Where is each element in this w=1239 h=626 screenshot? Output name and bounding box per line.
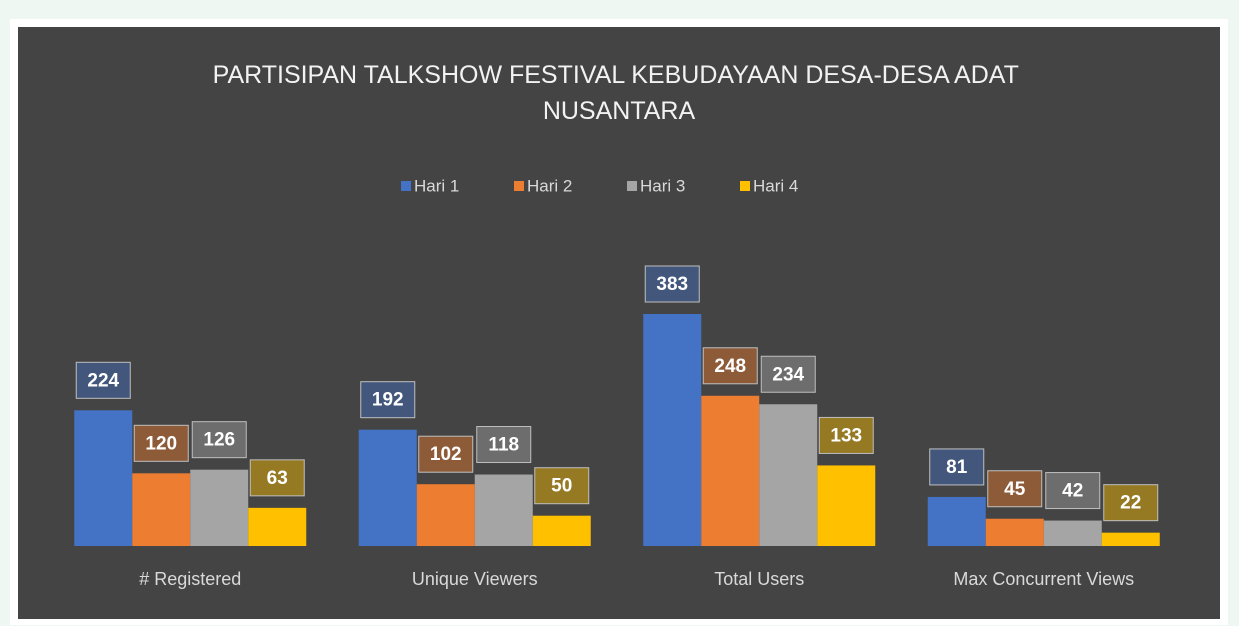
data-label-box [929, 448, 985, 486]
data-label: 224 [87, 370, 119, 391]
data-label-box [418, 435, 474, 473]
data-label-box [760, 355, 816, 393]
data-label-box [133, 424, 189, 462]
data-label: 383 [656, 274, 688, 295]
data-label: 63 [267, 468, 288, 489]
x-tick-label: # Registered [139, 569, 241, 589]
data-label: 120 [145, 433, 177, 454]
x-tick-label: Total Users [714, 569, 804, 589]
data-label: 81 [946, 457, 968, 478]
data-label: 133 [830, 425, 862, 446]
legend-swatch [401, 181, 411, 191]
bar [701, 395, 760, 546]
bar [74, 410, 133, 546]
bar [248, 507, 307, 546]
chart-title: PARTISIPAN TALKSHOW FESTIVAL KEBUDAYAAN … [213, 61, 1026, 125]
bar [358, 429, 417, 546]
data-label: 50 [551, 476, 572, 497]
data-label: 102 [430, 444, 462, 465]
bar [474, 474, 533, 546]
bar [190, 469, 249, 546]
legend-swatch [627, 181, 637, 191]
bar [927, 496, 986, 546]
data-label-box [191, 421, 247, 459]
data-label-box [360, 381, 416, 419]
data-label: 45 [1004, 479, 1026, 500]
data-label-box [987, 470, 1043, 508]
data-label-box [249, 459, 305, 497]
legend-label: Hari 1 [414, 176, 459, 195]
data-label-box [1103, 484, 1159, 522]
data-label: 118 [488, 435, 519, 456]
data-label: 22 [1120, 493, 1141, 514]
bar [985, 518, 1044, 546]
legend-swatch [514, 181, 524, 191]
bar [532, 515, 591, 546]
data-label-box [534, 467, 590, 505]
data-label: 42 [1062, 481, 1083, 502]
legend-label: Hari 4 [753, 176, 798, 195]
x-tick-label: Unique Viewers [412, 569, 538, 589]
bar [643, 314, 702, 546]
data-label-box [702, 347, 758, 385]
x-tick-label: Max Concurrent Views [953, 569, 1134, 589]
legend-label: Hari 2 [527, 176, 572, 195]
data-label-box [75, 361, 131, 399]
bar [132, 473, 191, 546]
bar [1043, 520, 1102, 546]
bar [817, 465, 876, 546]
data-label-box [644, 265, 700, 303]
bar [416, 484, 475, 546]
bar [1101, 532, 1160, 546]
bar [759, 404, 818, 546]
data-label-box [818, 416, 874, 454]
data-label-box [1045, 472, 1101, 510]
data-label: 126 [203, 430, 235, 451]
data-label: 234 [772, 364, 804, 385]
legend-label: Hari 3 [640, 176, 685, 195]
data-label: 192 [372, 390, 404, 411]
data-label: 248 [714, 356, 746, 377]
data-label-box [476, 426, 532, 464]
legend-swatch [740, 181, 750, 191]
